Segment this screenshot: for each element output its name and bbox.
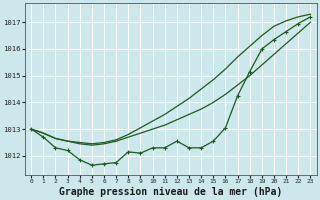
X-axis label: Graphe pression niveau de la mer (hPa): Graphe pression niveau de la mer (hPa) <box>59 186 283 197</box>
